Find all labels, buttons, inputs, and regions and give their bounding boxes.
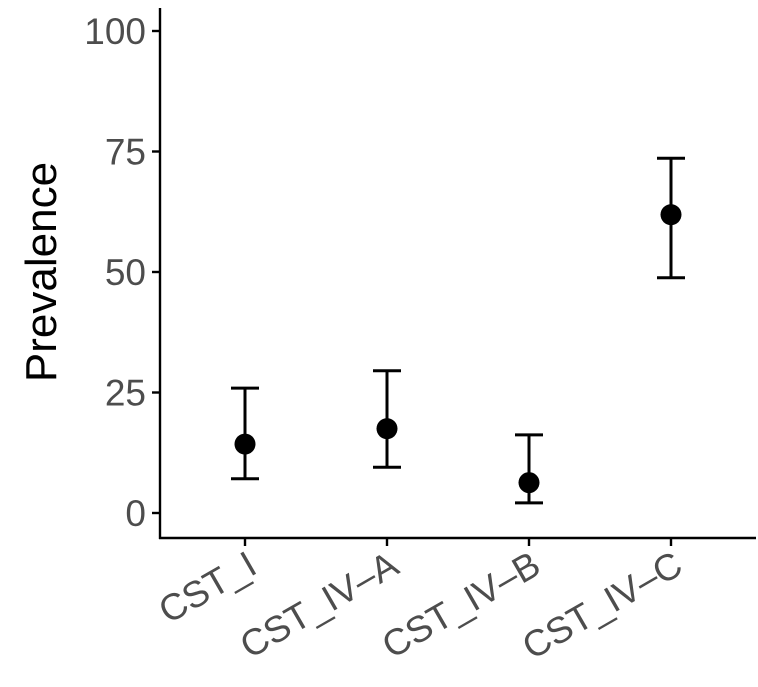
x-tick-label: CST_IV–B <box>375 543 547 666</box>
y-tick-label: 75 <box>105 132 146 173</box>
data-point <box>376 418 398 440</box>
y-axis-title: Prevalence <box>17 162 66 382</box>
plot-marks <box>231 156 685 505</box>
x-tick-label: CST_IV–C <box>515 543 689 667</box>
y-tick-label: 50 <box>105 252 146 293</box>
x-tick-label: CST_IV–A <box>233 543 405 666</box>
y-tick-label: 25 <box>105 373 146 414</box>
y-tick-label: 100 <box>84 11 146 52</box>
data-point <box>660 204 682 226</box>
data-point <box>518 472 540 494</box>
y-axis: 0 25 50 75 100 <box>84 8 162 539</box>
x-tick-label: CST_I <box>152 543 263 631</box>
y-tick-label: 0 <box>125 493 146 534</box>
data-point <box>234 433 256 455</box>
